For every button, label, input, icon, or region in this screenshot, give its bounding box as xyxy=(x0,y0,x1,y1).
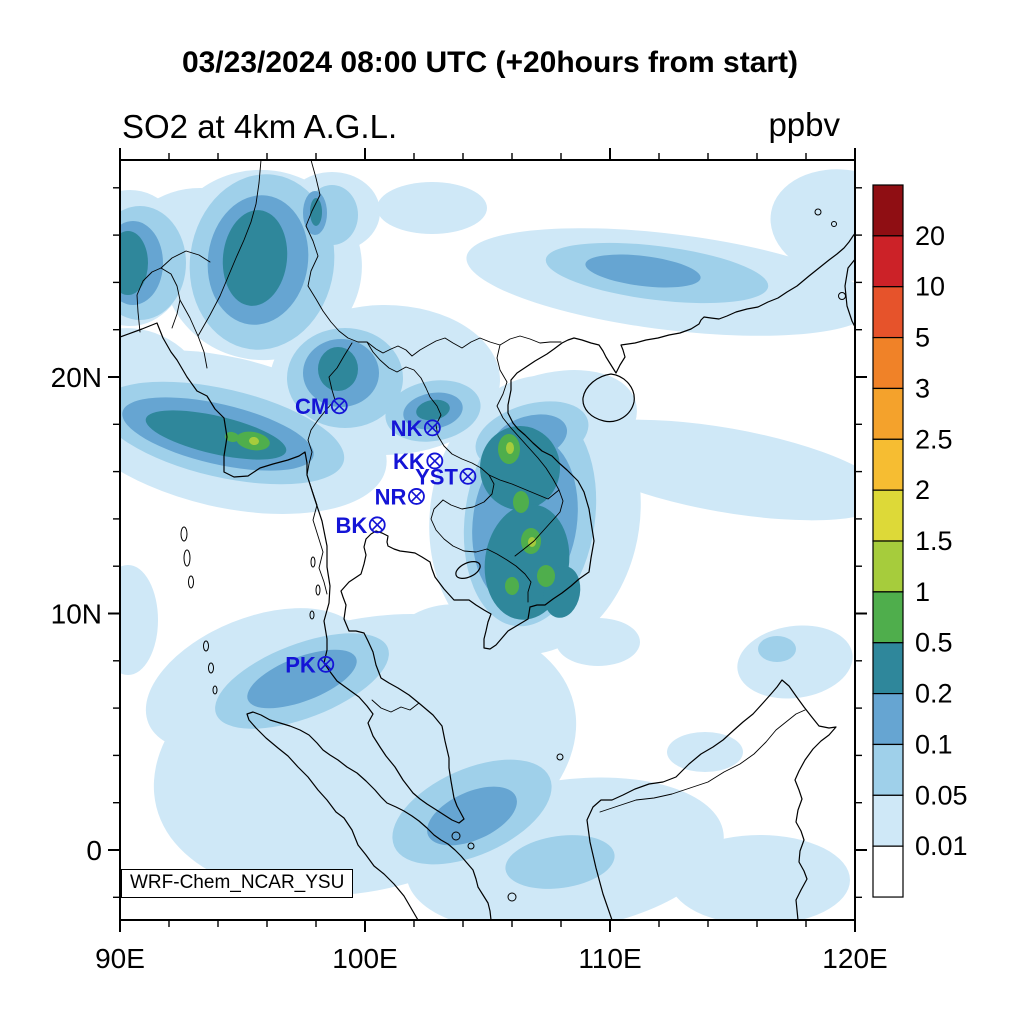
colorbar: 20 10 5 3 2.5 2 1.5 1 0.5 0.2 0.1 0.05 0.01 xyxy=(872,184,968,898)
y-axis-label: 10N xyxy=(51,599,102,630)
so2-contour-region xyxy=(247,649,357,709)
so2-contour-region xyxy=(377,182,487,234)
colorbar-box xyxy=(872,438,904,491)
coastline-layer xyxy=(120,160,855,920)
colorbar-box xyxy=(872,235,904,288)
so2-contour-region xyxy=(537,565,555,587)
so2-contour-region xyxy=(120,231,148,295)
so2-contour-region xyxy=(505,577,519,595)
colorbar-box xyxy=(872,794,904,847)
station-marker-circle xyxy=(426,452,444,470)
station-marker-x xyxy=(371,519,384,531)
coastline-mainland xyxy=(120,232,855,824)
colorbar-label: 0.2 xyxy=(915,679,953,709)
station-label: YST xyxy=(415,464,458,489)
colorbar-label: 2.5 xyxy=(915,424,953,454)
so2-contour-region xyxy=(222,210,288,306)
colorbar-label: 0.5 xyxy=(915,628,953,658)
so2-contour-region xyxy=(770,169,855,281)
units-label: ppbv xyxy=(768,106,840,143)
small-islands xyxy=(180,208,846,902)
station-marker-x xyxy=(410,490,423,503)
x-axis-label: 90E xyxy=(95,943,145,974)
x-axis-label: 110E xyxy=(578,943,641,974)
colorbar-label: 10 xyxy=(915,272,945,302)
colorbar-box xyxy=(872,184,904,237)
colorbar-box xyxy=(872,489,904,542)
colorbar-label: 0.05 xyxy=(915,780,968,810)
so2-contour-region xyxy=(528,537,536,547)
model-watermark: WRF-Chem_NCAR_YSU xyxy=(121,869,354,898)
colorbar-label: 20 xyxy=(915,221,945,251)
tonle-sap-lake xyxy=(455,561,481,579)
so2-contour-region xyxy=(737,625,853,699)
axes-layer: 90E 100E 110E 120E 0 10N 20N xyxy=(51,148,888,974)
colorbar-box xyxy=(872,845,904,898)
station-marker-x xyxy=(462,470,474,483)
so2-contour-region xyxy=(505,835,615,889)
so2-contour-region xyxy=(390,604,500,676)
so2-contour-region xyxy=(427,786,517,846)
colorbar-box xyxy=(872,387,904,440)
station-marker-x xyxy=(333,400,346,412)
station-label: PK xyxy=(285,652,316,677)
so2-contour-region xyxy=(506,442,514,454)
so2-contour-region xyxy=(562,419,855,521)
colorbar-label: 0.01 xyxy=(915,831,968,861)
variable-label: SO2 at 4km A.G.L. xyxy=(122,108,398,145)
so2-contour-region xyxy=(310,198,322,226)
so2-contour-region xyxy=(249,436,259,446)
station-marker-circle xyxy=(459,467,477,485)
station-marker-x xyxy=(320,658,332,671)
x-axis-label: 100E xyxy=(332,943,397,974)
colorbar-label: 5 xyxy=(915,323,930,353)
colorbar-box xyxy=(872,743,904,796)
x-axis-label: 120E xyxy=(822,943,887,974)
so2-contour-region xyxy=(513,491,529,513)
country-borders xyxy=(136,160,806,813)
station-marker-x xyxy=(426,422,439,434)
station-label: CM xyxy=(295,394,329,419)
station-marker-circle xyxy=(330,397,348,415)
colorbar-box xyxy=(872,692,904,746)
map-frame xyxy=(119,159,856,921)
y-axis-label: 0 xyxy=(86,835,102,866)
coastline-borneo xyxy=(586,679,837,920)
colorbar-label: 0.1 xyxy=(915,729,953,759)
so2-contour-region xyxy=(585,254,701,288)
colorbar-label: 3 xyxy=(915,373,930,403)
colorbar-label: 1.5 xyxy=(915,526,953,556)
colorbar-box xyxy=(872,591,904,644)
station-marker-circle xyxy=(423,419,441,437)
colorbar-box xyxy=(872,336,904,390)
so2-contour-region xyxy=(758,636,796,662)
colorbar-label: 1 xyxy=(915,577,930,607)
so2-contour-region xyxy=(670,835,850,920)
so2-contour-region xyxy=(318,347,358,391)
plot-title: 03/23/2024 08:00 UTC (+20hours from star… xyxy=(181,46,799,79)
station-label: KK xyxy=(393,449,425,474)
station-label: NK xyxy=(391,416,423,441)
so2-contour-region xyxy=(120,565,158,675)
coastline-sumatra xyxy=(246,711,492,920)
so2-contour-region xyxy=(225,431,239,443)
station-label: NR xyxy=(375,484,407,509)
y-axis-label: 20N xyxy=(51,362,102,393)
so2-field-layer xyxy=(120,169,855,920)
station-marker-x xyxy=(429,455,441,467)
station-marker-circle xyxy=(408,488,425,505)
colorbar-label: 2 xyxy=(915,475,930,505)
colorbar-box xyxy=(872,540,904,593)
colorbar-box xyxy=(872,642,904,695)
station-marker-circle xyxy=(317,655,335,673)
station-label: BK xyxy=(335,513,367,538)
coastline-hainan xyxy=(582,373,635,423)
so2-contour-region xyxy=(556,618,640,666)
colorbar-box xyxy=(872,286,904,339)
station-marker-circle xyxy=(368,516,386,534)
